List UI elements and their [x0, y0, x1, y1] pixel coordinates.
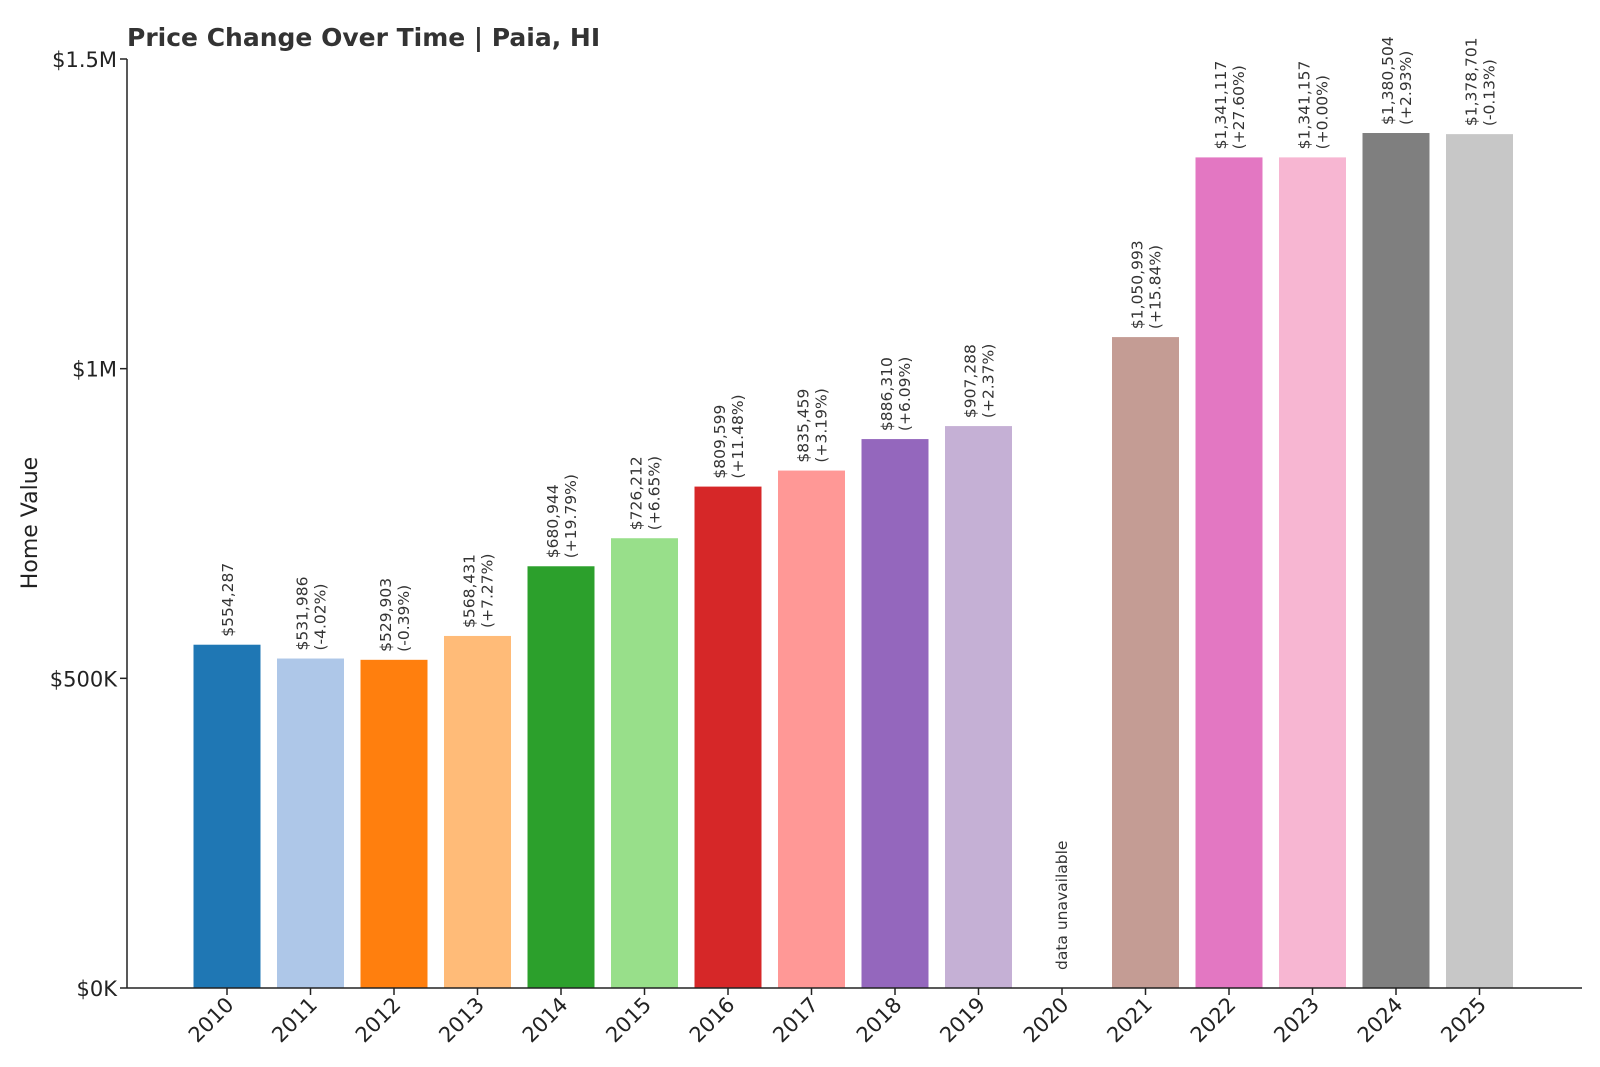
bar	[1195, 157, 1263, 988]
y-tick-label: $1M	[72, 358, 117, 382]
bar	[945, 426, 1012, 988]
bar	[1279, 157, 1346, 988]
x-tick-label: 2020	[1019, 993, 1074, 1048]
bar-change-label: (+11.48%)	[729, 394, 747, 478]
y-axis-label: Home Value	[18, 457, 43, 589]
chart-title: Price Change Over Time | Paia, HI	[127, 23, 600, 52]
bar	[360, 659, 428, 988]
x-tick-label: 2013	[434, 993, 489, 1048]
x-tick-label: 2014	[518, 993, 573, 1048]
bar	[444, 635, 511, 988]
x-axis: 2010 2011 2012 2013 2014 2015 2016 2017 2018 2019…	[127, 987, 1582, 1048]
bar	[611, 538, 678, 988]
bar-value-label: $568,431	[461, 554, 479, 628]
y-axis: $0K $500K $1M $1.5M	[50, 48, 128, 1001]
bar-value-label: $1,341,117	[1212, 61, 1230, 150]
y-tick-label: $500K	[50, 667, 118, 691]
y-tick-label: $1.5M	[52, 48, 117, 72]
bar	[527, 566, 595, 988]
bar-value-label: $886,310	[878, 357, 896, 431]
bar-value-label: $1,380,504	[1379, 36, 1397, 125]
bar	[861, 439, 929, 988]
bar-change-label: (+6.09%)	[896, 357, 914, 431]
bar-change-label: (+27.60%)	[1230, 65, 1248, 149]
bar-change-label: (+6.65%)	[646, 456, 664, 530]
bar-value-label: $809,599	[711, 405, 729, 479]
bar-value-label: $554,287	[219, 563, 237, 637]
x-tick-label: 2017	[768, 993, 823, 1048]
bar-value-label: $680,944	[544, 484, 562, 558]
bar	[1362, 133, 1430, 988]
bar-value-label: $907,288	[962, 344, 980, 418]
bar-value-label: $835,459	[795, 389, 813, 463]
x-tick-label: 2024	[1353, 993, 1408, 1048]
missing-data-label: data unavailable	[1053, 841, 1071, 970]
bar-change-label: (+2.37%)	[980, 344, 998, 418]
bar-change-label: (+3.19%)	[813, 388, 831, 462]
x-tick-label: 2023	[1269, 993, 1324, 1048]
bar-change-label: (+15.84%)	[1147, 245, 1165, 329]
bar-change-label: (+2.93%)	[1397, 51, 1415, 125]
bar	[778, 470, 845, 988]
x-tick-label: 2019	[935, 993, 990, 1048]
bar-value-label: $1,050,993	[1129, 240, 1147, 329]
x-tick-label: 2011	[267, 993, 322, 1048]
bar	[1446, 134, 1513, 988]
bar-value-label: $1,378,701	[1463, 37, 1481, 126]
bar	[694, 486, 762, 988]
bar-change-label: (+0.00%)	[1314, 75, 1332, 149]
y-tick-label: $0K	[77, 977, 119, 1001]
x-tick-label: 2018	[852, 993, 907, 1048]
bar-change-label: (-0.39%)	[395, 585, 413, 652]
bar-value-label: $531,986	[294, 577, 312, 651]
bar-value-label: $726,212	[628, 456, 646, 530]
bar	[277, 658, 344, 988]
bar-change-label: (-4.02%)	[312, 584, 330, 651]
x-tick-label: 2021	[1102, 993, 1157, 1048]
bar	[1112, 337, 1179, 989]
bar-value-label: $529,903	[377, 578, 395, 652]
bar-change-label: (-0.13%)	[1481, 59, 1499, 126]
bars-layer	[193, 133, 1513, 989]
bar-value-label: $1,341,157	[1296, 61, 1314, 150]
x-tick-label: 2012	[351, 993, 406, 1048]
bar-change-label: (+19.79%)	[562, 474, 580, 558]
data-labels-layer: $554,287 $531,986 (-4.02%) $529,903 (-0.39%)…	[219, 36, 1499, 970]
x-tick-label: 2016	[685, 993, 740, 1048]
x-tick-label: 2015	[601, 993, 656, 1048]
bar-change-label: (+7.27%)	[479, 554, 497, 628]
x-tick-label: 2025	[1436, 993, 1491, 1048]
x-tick-label: 2010	[184, 993, 239, 1048]
bar	[193, 644, 261, 988]
x-tick-label: 2022	[1186, 993, 1241, 1048]
